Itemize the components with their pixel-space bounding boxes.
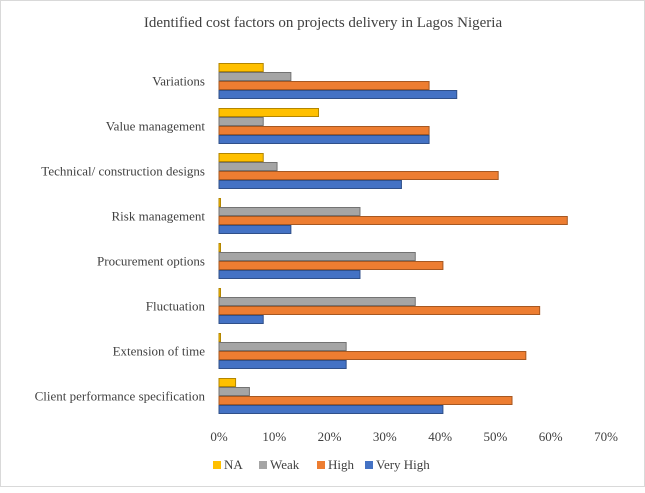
bar-na-0 [218,63,264,72]
bar-very-high-1 [218,135,430,144]
legend-label-high: High [328,457,355,472]
bar-very-high-7 [218,405,444,414]
x-tick-label: 10% [262,429,286,444]
bar-high-7 [218,396,513,405]
bar-weak-2 [218,162,278,171]
legend-swatch-na [213,461,221,469]
x-tick-label: 20% [318,429,342,444]
bar-weak-6 [218,342,347,351]
legend: NA Weak High Very High [213,457,430,472]
bar-very-high-6 [218,360,347,369]
legend-label-very-high: Very High [376,457,430,472]
bar-very-high-0 [218,90,458,99]
category-label: Variations [152,74,205,89]
bars-layer [218,63,568,414]
bar-very-high-4 [218,270,361,279]
category-label: Extension of time [113,344,206,359]
bar-weak-4 [218,252,416,261]
bar-weak-5 [218,297,416,306]
bar-very-high-2 [218,180,402,189]
category-label: Procurement options [97,254,205,269]
x-tick-label: 30% [373,429,397,444]
x-tick-label: 60% [539,429,563,444]
category-label: Client performance specification [35,389,206,404]
bar-high-2 [218,171,499,180]
category-label: Value management [106,119,206,134]
bar-na-4 [218,243,221,252]
bar-high-3 [218,216,568,225]
legend-label-weak: Weak [270,457,300,472]
bar-na-3 [218,198,221,207]
legend-label-na: NA [224,457,243,472]
bar-weak-3 [218,207,361,216]
bar-weak-1 [218,117,264,126]
x-tick-label: 40% [428,429,452,444]
bar-high-5 [218,306,541,315]
bar-weak-7 [218,387,250,396]
bar-weak-0 [218,72,292,81]
bar-very-high-5 [218,315,264,324]
chart-title: Identified cost factors on projects deli… [144,15,503,31]
x-tick-label: 0% [210,429,228,444]
bar-high-1 [218,126,430,135]
category-label: Technical/ construction designs [41,164,205,179]
x-tick-label: 50% [484,429,508,444]
bar-na-7 [218,378,237,387]
bar-na-1 [218,108,320,117]
category-label: Fluctuation [146,299,206,314]
legend-swatch-high [317,461,325,469]
legend-swatch-very-high [365,461,373,469]
x-axis: 0% 10% 20% 30% 40% 50% 60% 70% [210,429,618,444]
bar-high-0 [218,81,430,90]
bar-very-high-3 [218,225,292,234]
bar-na-5 [218,288,221,297]
bar-high-4 [218,261,444,270]
category-labels: Variations Value management Technical/ con… [35,74,206,404]
category-label: Risk management [111,209,205,224]
bar-high-6 [218,351,527,360]
x-tick-label: 70% [594,429,618,444]
bar-na-2 [218,153,264,162]
bar-na-6 [218,333,221,342]
legend-swatch-weak [259,461,267,469]
